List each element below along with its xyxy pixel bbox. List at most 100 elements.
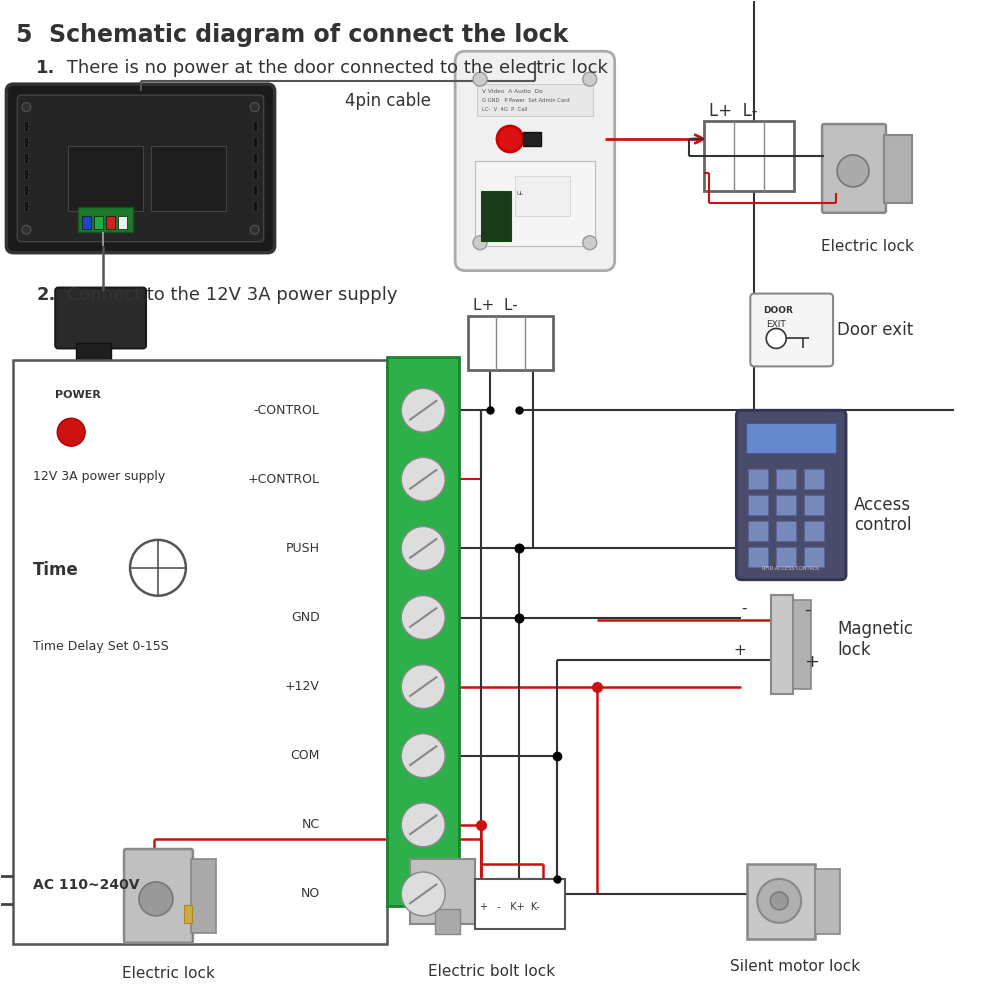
Bar [468, 316, 553, 370]
FancyBboxPatch shape [17, 95, 264, 242]
Bar [747, 864, 815, 939]
Circle shape [401, 526, 445, 570]
Bar [748, 521, 768, 541]
Circle shape [22, 225, 31, 234]
Text: G GND   P Power  Set Admin Card: G GND P Power Set Admin Card [482, 98, 570, 103]
Bar [78, 207, 133, 232]
Bar [253, 169, 257, 179]
Bar [24, 153, 28, 163]
Bar [475, 879, 565, 929]
Bar [253, 185, 257, 195]
Bar [253, 137, 257, 147]
Circle shape [583, 236, 597, 250]
Circle shape [497, 126, 523, 152]
Text: 4pin cable: 4pin cable [345, 92, 431, 110]
FancyBboxPatch shape [455, 51, 615, 271]
Bar [475, 161, 595, 246]
Circle shape [766, 328, 786, 348]
Bar [815, 869, 840, 934]
Circle shape [401, 596, 445, 639]
Circle shape [401, 734, 445, 778]
Circle shape [401, 665, 445, 709]
Circle shape [401, 388, 445, 432]
Bar [191, 859, 216, 933]
Bar [106, 216, 115, 229]
Text: -: - [804, 601, 811, 619]
Bar [748, 547, 768, 567]
Text: Door exit: Door exit [837, 321, 913, 339]
Text: +   -   K+  K-: + - K+ K- [480, 902, 540, 912]
Text: +CONTROL: +CONTROL [248, 473, 320, 486]
Circle shape [473, 236, 487, 250]
Bar [94, 216, 103, 229]
Bar [481, 191, 511, 241]
Text: There is no power at the door connected to the electric lock: There is no power at the door connected … [61, 59, 608, 77]
Text: UL: UL [517, 191, 524, 196]
FancyBboxPatch shape [750, 294, 833, 366]
FancyBboxPatch shape [124, 849, 193, 943]
Text: POWER: POWER [55, 390, 101, 400]
Circle shape [473, 72, 487, 86]
Bar [477, 84, 593, 116]
Circle shape [401, 457, 445, 501]
Text: COM: COM [290, 749, 320, 762]
Bar [253, 121, 257, 131]
Text: EXIT: EXIT [766, 320, 786, 329]
Circle shape [770, 892, 788, 910]
Text: RFID ACCESS CONTROL: RFID ACCESS CONTROL [762, 566, 820, 571]
Bar [253, 201, 257, 211]
Text: +12V: +12V [285, 680, 320, 693]
FancyBboxPatch shape [55, 288, 146, 348]
Text: +: + [734, 643, 746, 658]
Text: NC: NC [301, 818, 320, 831]
FancyBboxPatch shape [736, 410, 846, 580]
Bar [804, 521, 824, 541]
Bar [884, 135, 912, 203]
Text: Access
control: Access control [854, 496, 912, 534]
Text: 1.: 1. [36, 59, 56, 77]
Text: L+  L-: L+ L- [473, 298, 518, 313]
Bar [24, 169, 28, 179]
Bar [793, 600, 811, 689]
Text: V Video  A Audio  Do: V Video A Audio Do [482, 89, 543, 94]
Circle shape [757, 879, 801, 923]
Bar [410, 859, 475, 924]
Bar [704, 121, 794, 191]
Text: Electric bolt lock: Electric bolt lock [428, 964, 556, 979]
Bar [804, 469, 824, 489]
Circle shape [22, 103, 31, 112]
Text: -: - [741, 601, 746, 616]
Bar [746, 423, 836, 453]
Bar [515, 176, 570, 216]
Text: Time: Time [33, 561, 79, 579]
Bar [24, 121, 28, 131]
Text: GND: GND [291, 611, 320, 624]
Bar [68, 146, 143, 211]
Bar [776, 521, 796, 541]
Bar [82, 216, 91, 229]
Bar [748, 469, 768, 489]
Bar [151, 146, 226, 211]
Text: Connect to the 12V 3A power supply: Connect to the 12V 3A power supply [61, 286, 398, 304]
Bar [253, 153, 257, 163]
Bar [804, 547, 824, 567]
Text: NO: NO [300, 887, 320, 900]
Circle shape [250, 103, 259, 112]
Bar [748, 495, 768, 515]
Bar [776, 469, 796, 489]
Bar [184, 905, 192, 923]
Bar [13, 360, 387, 944]
Text: 12V 3A power supply: 12V 3A power supply [33, 470, 166, 483]
Bar [76, 343, 111, 363]
Bar [776, 495, 796, 515]
Bar [804, 495, 824, 515]
Bar [771, 595, 793, 694]
Bar [435, 909, 460, 934]
Bar [24, 201, 28, 211]
Text: Electric lock: Electric lock [122, 966, 215, 981]
Bar [24, 137, 28, 147]
Text: Electric lock: Electric lock [821, 239, 913, 254]
FancyBboxPatch shape [6, 84, 275, 253]
Text: -CONTROL: -CONTROL [254, 404, 320, 417]
Text: L+  L-: L+ L- [709, 102, 758, 120]
